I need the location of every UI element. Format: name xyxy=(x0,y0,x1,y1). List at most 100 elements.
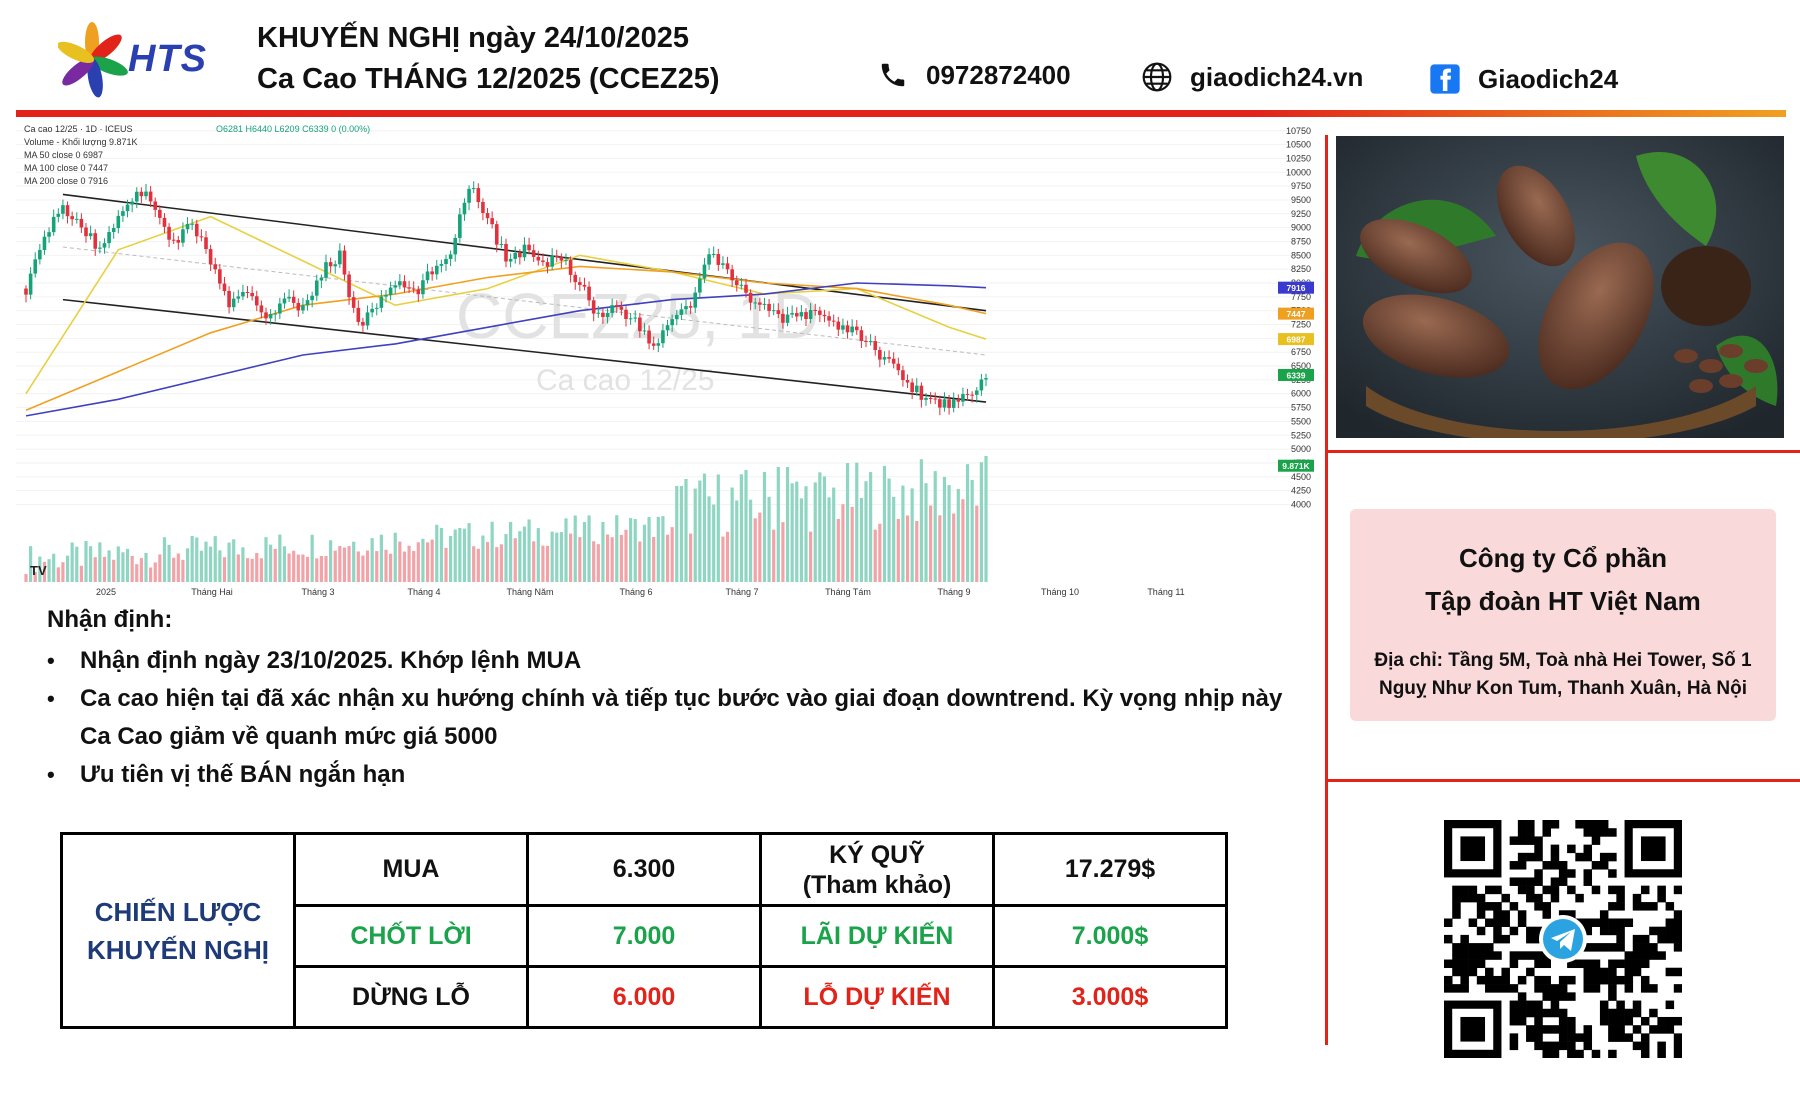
qr-module xyxy=(1542,1049,1551,1059)
candle-body xyxy=(190,223,194,225)
volume-bar xyxy=(47,559,51,582)
facebook-contact[interactable]: Giaodich24 xyxy=(1428,62,1618,96)
candle-body xyxy=(398,281,402,286)
volume-bar xyxy=(232,539,236,582)
qr-module xyxy=(1558,975,1568,985)
candle-body xyxy=(508,258,513,262)
qr-module xyxy=(1558,1041,1568,1051)
qr-module xyxy=(1649,1025,1658,1034)
candle-body xyxy=(291,296,296,303)
volume-bar xyxy=(467,523,471,582)
volume-bar xyxy=(435,524,439,582)
x-tick-label: Tháng 10 xyxy=(1041,587,1079,597)
strategy-lead-line2: KHUYẾN NGHỊ xyxy=(86,934,269,965)
candle-body xyxy=(485,213,490,219)
volume-bar xyxy=(818,472,822,582)
qr-module xyxy=(1673,918,1683,927)
candle-body xyxy=(102,243,107,248)
qr-module xyxy=(1493,984,1502,993)
qr-module xyxy=(1591,959,1601,969)
candle-body xyxy=(236,296,241,299)
qr-module xyxy=(1599,820,1609,829)
candle-body xyxy=(688,306,693,308)
candle-body xyxy=(107,232,111,244)
qr-module xyxy=(1526,934,1535,944)
qr-module xyxy=(1542,992,1551,1001)
candle-body xyxy=(314,280,319,296)
candle-body xyxy=(758,302,762,305)
candle-body xyxy=(499,243,504,245)
qr-module xyxy=(1460,967,1469,977)
volume-bar xyxy=(444,547,448,582)
volume-bar xyxy=(89,546,93,582)
volume-bar xyxy=(301,554,305,582)
volume-bar xyxy=(781,522,785,582)
candle-body xyxy=(56,213,61,217)
volume-bar xyxy=(832,487,836,582)
candle-body xyxy=(379,296,384,308)
qr-module xyxy=(1632,893,1642,903)
qr-module xyxy=(1632,951,1642,960)
volume-bar xyxy=(665,534,670,582)
candle-body xyxy=(476,188,481,203)
candle-body xyxy=(453,237,458,255)
margin-value: 17.279$ xyxy=(992,832,1228,907)
qr-module xyxy=(1608,984,1617,993)
qr-module xyxy=(1608,959,1617,969)
volume-bar xyxy=(112,559,116,582)
candle-body xyxy=(933,398,938,400)
qr-module xyxy=(1624,1016,1634,1026)
qr-module xyxy=(1485,918,1494,927)
phone-contact[interactable]: 0972872400 xyxy=(876,58,1071,92)
telegram-qr-code[interactable] xyxy=(1444,820,1683,1059)
volume-bar xyxy=(75,546,79,582)
qr-module xyxy=(1501,918,1510,927)
volume-bar xyxy=(730,487,734,582)
candle-body xyxy=(841,325,845,330)
volume-bar xyxy=(52,553,56,582)
y-tick-label: 8750 xyxy=(1291,236,1311,246)
candle-body xyxy=(250,292,254,297)
qr-module xyxy=(1640,1033,1650,1042)
qr-module xyxy=(1640,885,1650,895)
candle-body xyxy=(845,325,850,333)
qr-module xyxy=(1526,926,1535,936)
qr-module xyxy=(1558,992,1568,1001)
qr-module xyxy=(1517,820,1527,829)
x-tick-label: Tháng Tám xyxy=(825,587,871,597)
candle-body xyxy=(444,258,448,265)
volume-bar xyxy=(975,505,979,582)
y-tick-label: 9500 xyxy=(1291,195,1311,205)
website-contact[interactable]: giaodich24.vn xyxy=(1140,60,1363,94)
qr-module xyxy=(1550,852,1560,862)
volume-bar xyxy=(532,541,536,582)
margin-label: KÝ QUỸ (Tham khảo) xyxy=(759,832,995,907)
volume-bar xyxy=(370,538,374,582)
qr-module xyxy=(1640,1016,1650,1026)
qr-module xyxy=(1550,1008,1560,1018)
candle-body xyxy=(287,296,291,299)
volume-bar xyxy=(255,552,259,582)
candle-body xyxy=(854,326,859,331)
y-tick-label: 6500 xyxy=(1291,361,1311,371)
qr-module xyxy=(1476,975,1486,985)
volume-bar xyxy=(439,527,443,582)
qr-module xyxy=(1640,902,1650,911)
y-tick-label: 4000 xyxy=(1291,499,1311,509)
qr-module xyxy=(1591,975,1601,985)
candle-body xyxy=(264,312,268,319)
price-tag-label: 7916 xyxy=(1287,283,1306,293)
analysis-list: Nhận định ngày 23/10/2025. Khớp lệnh MUA… xyxy=(47,642,1287,794)
globe-icon xyxy=(1140,60,1174,94)
x-tick-label: Tháng 3 xyxy=(301,587,334,597)
candle-body xyxy=(887,357,891,359)
qr-module xyxy=(1460,885,1469,895)
candle-body xyxy=(679,309,684,315)
volume-bar xyxy=(739,474,743,582)
volume-bar xyxy=(836,519,840,582)
candle-body xyxy=(434,265,439,275)
volume-bar xyxy=(915,521,919,582)
tradingview-logo: TV xyxy=(30,563,47,578)
volume-bar xyxy=(772,529,776,582)
qr-module xyxy=(1665,934,1675,944)
